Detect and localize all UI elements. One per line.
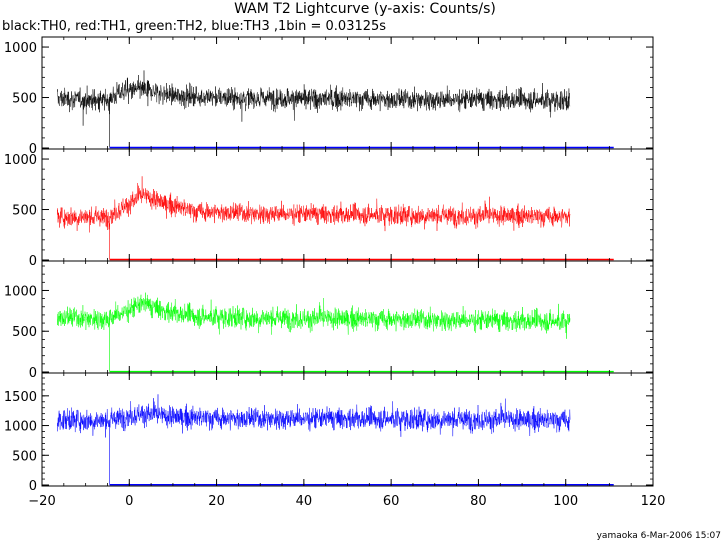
panel-th0: 0 500 1000 xyxy=(4,36,654,157)
x-tick-label: 100 xyxy=(553,494,578,509)
x-tick-label: 20 xyxy=(208,494,225,509)
panel-th3: 0 500 1000 1500 xyxy=(4,372,654,494)
chart-title: WAM T2 Lightcurve (y-axis: Counts/s) xyxy=(234,1,496,17)
x-tick-label: 40 xyxy=(296,494,313,509)
y-tick-label: 1000 xyxy=(4,41,37,56)
x-axis: −20 0 20 40 60 80 100 120 xyxy=(28,494,665,509)
y-tick-label: 0 xyxy=(29,366,37,381)
y-tick-label: 1000 xyxy=(4,284,37,299)
x-tick-label: 120 xyxy=(641,494,666,509)
panel-frame-th0 xyxy=(41,36,654,150)
y-tick-label: 1000 xyxy=(4,420,37,435)
y-tick-label: 500 xyxy=(12,92,37,107)
y-tick-label: 500 xyxy=(12,325,37,340)
panel-frame-th3 xyxy=(41,372,654,487)
panel-th2: 0 500 1000 xyxy=(4,260,654,381)
y-tick-label: 0 xyxy=(29,142,37,157)
x-tick-label: 0 xyxy=(125,494,133,509)
lightcurve-th3 xyxy=(57,394,571,438)
lightcurve-th1 xyxy=(57,176,571,233)
panel-th1: 0 500 1000 xyxy=(4,148,654,269)
y-tick-label: 1500 xyxy=(4,390,37,405)
lightcurve-th0 xyxy=(57,70,571,126)
y-tick-label: 0 xyxy=(29,479,37,494)
y-tick-label: 1000 xyxy=(4,153,37,168)
y-tick-label: 0 xyxy=(29,254,37,269)
y-tick-label: 500 xyxy=(12,449,37,464)
x-tick-label: −20 xyxy=(28,494,55,509)
y-tick-label: 500 xyxy=(12,204,37,219)
footer-credit: yamaoka 6-Mar-2006 15:07 xyxy=(597,531,721,541)
lightcurve-th2 xyxy=(57,292,571,339)
panel-frame-th1 xyxy=(41,148,654,262)
x-tick-label: 80 xyxy=(470,494,487,509)
x-tick-label: 60 xyxy=(383,494,400,509)
chart-subtitle: black:TH0, red:TH1, green:TH2, blue:TH3 … xyxy=(2,19,386,34)
